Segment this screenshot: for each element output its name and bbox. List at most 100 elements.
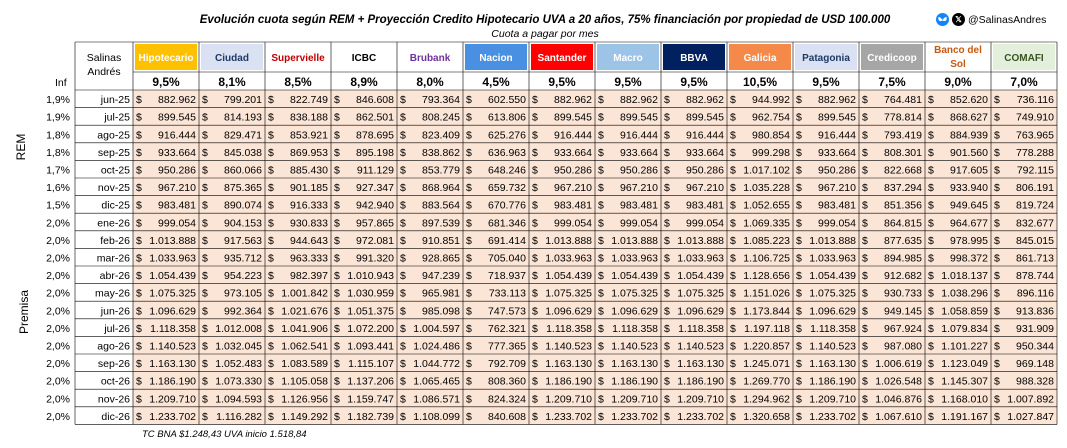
payment-value: 1.046.876	[875, 393, 922, 405]
payment-value: 882.962	[818, 94, 856, 106]
payment-value: 1.209.710	[545, 393, 592, 405]
payment-value: 869.953	[290, 147, 328, 159]
payment-value: 899.545	[620, 112, 658, 124]
payment-value: 1.186.190	[677, 376, 724, 388]
currency-symbol: $	[664, 182, 670, 194]
payment-value: 793.419	[884, 129, 922, 141]
payment-value: 1.126.956	[281, 393, 328, 405]
payment-value: 884.939	[950, 129, 988, 141]
payment-value: 1.075.325	[677, 288, 724, 300]
payment-value: 1.054.439	[545, 270, 592, 282]
payment-value: 901.185	[290, 182, 328, 194]
payment-value: 1.086.571	[413, 393, 460, 405]
payment-value: 1.140.523	[149, 341, 196, 353]
inflation-value: 1,9%	[46, 94, 70, 106]
bank-name: Credicoop	[867, 53, 916, 64]
currency-symbol: $	[862, 200, 868, 212]
payment-value: 985.098	[422, 305, 460, 317]
currency-symbol: $	[202, 341, 208, 353]
currency-symbol: $	[532, 253, 538, 265]
payment-value: 999.298	[752, 147, 790, 159]
currency-symbol: $	[598, 112, 604, 124]
month-label: sep-26	[98, 358, 130, 370]
bank-header-bg	[861, 44, 923, 70]
payment-value: 868.964	[422, 182, 460, 194]
currency-symbol: $	[796, 147, 802, 159]
payment-value: 1.024.486	[413, 341, 460, 353]
currency-symbol: $	[730, 112, 736, 124]
payment-value: 806.191	[1016, 182, 1054, 194]
currency-symbol: $	[466, 112, 472, 124]
payment-value: 749.910	[1016, 112, 1054, 124]
payment-value: 933.664	[686, 147, 724, 159]
payment-value: 967.210	[620, 182, 658, 194]
currency-symbol: $	[400, 147, 406, 159]
payment-value: 1.186.190	[809, 376, 856, 388]
currency-symbol: $	[862, 341, 868, 353]
payment-value: 1.123.049	[941, 358, 988, 370]
payment-value: 1.065.465	[413, 376, 460, 388]
payment-value: 942.940	[356, 200, 394, 212]
currency-symbol: $	[664, 147, 670, 159]
payment-value: 916.444	[686, 129, 724, 141]
payment-value: 1.269.770	[743, 376, 790, 388]
currency-symbol: $	[862, 253, 868, 265]
payment-value: 823.409	[422, 129, 460, 141]
month-label: dic-25	[101, 200, 130, 212]
payment-value: 1.118.358	[150, 323, 196, 335]
currency-symbol: $	[466, 270, 472, 282]
currency-symbol: $	[796, 358, 802, 370]
payment-value: 950.286	[158, 165, 196, 177]
currency-symbol: $	[334, 200, 340, 212]
payment-value: 1.320.658	[743, 411, 790, 423]
currency-symbol: $	[730, 305, 736, 317]
currency-symbol: $	[994, 341, 1000, 353]
currency-symbol: $	[862, 393, 868, 405]
payment-value: 1.197.118	[744, 323, 790, 335]
currency-symbol: $	[136, 376, 142, 388]
payment-value: 1.137.206	[347, 376, 394, 388]
currency-symbol: $	[268, 288, 274, 300]
payment-value: 1.151.026	[743, 288, 790, 300]
currency-symbol: $	[400, 305, 406, 317]
social-handle[interactable]: @SalinasAndres	[968, 13, 1047, 26]
payment-value: 861.713	[1016, 253, 1054, 265]
currency-symbol: $	[730, 393, 736, 405]
currency-symbol: $	[598, 253, 604, 265]
currency-symbol: $	[598, 165, 604, 177]
currency-symbol: $	[928, 270, 934, 282]
payment-value: 1.004.597	[413, 323, 460, 335]
payment-value: 1.006.619	[875, 358, 922, 370]
payment-value: 822.668	[884, 165, 922, 177]
currency-symbol: $	[268, 129, 274, 141]
month-label: feb-26	[100, 235, 130, 247]
payment-value: 793.364	[422, 94, 460, 106]
month-label: oct-26	[101, 376, 130, 388]
payment-value: 613.806	[488, 112, 526, 124]
currency-symbol: $	[928, 358, 934, 370]
inflation-value: 2,0%	[46, 288, 70, 300]
bank-rate: 9,0%	[944, 75, 972, 89]
payment-value: 1.118.358	[678, 323, 724, 335]
currency-symbol: $	[664, 341, 670, 353]
payment-value: 1.021.676	[281, 305, 328, 317]
currency-symbol: $	[268, 94, 274, 106]
currency-symbol: $	[730, 358, 736, 370]
bank-rate: 7,0%	[1010, 75, 1038, 89]
payment-value: 933.664	[554, 147, 592, 159]
currency-symbol: $	[664, 94, 670, 106]
currency-symbol: $	[730, 94, 736, 106]
payment-value: 931.909	[1016, 323, 1054, 335]
payment-value: 1.033.963	[545, 253, 592, 265]
currency-symbol: $	[598, 341, 604, 353]
currency-symbol: $	[598, 358, 604, 370]
payment-value: 935.712	[224, 253, 262, 265]
currency-symbol: $	[796, 341, 802, 353]
currency-symbol: $	[334, 288, 340, 300]
inflation-value: 1,7%	[46, 165, 70, 177]
payment-value: 982.397	[290, 270, 328, 282]
currency-symbol: $	[466, 165, 472, 177]
currency-symbol: $	[994, 217, 1000, 229]
payment-value: 1.186.190	[545, 376, 592, 388]
currency-symbol: $	[136, 323, 142, 335]
